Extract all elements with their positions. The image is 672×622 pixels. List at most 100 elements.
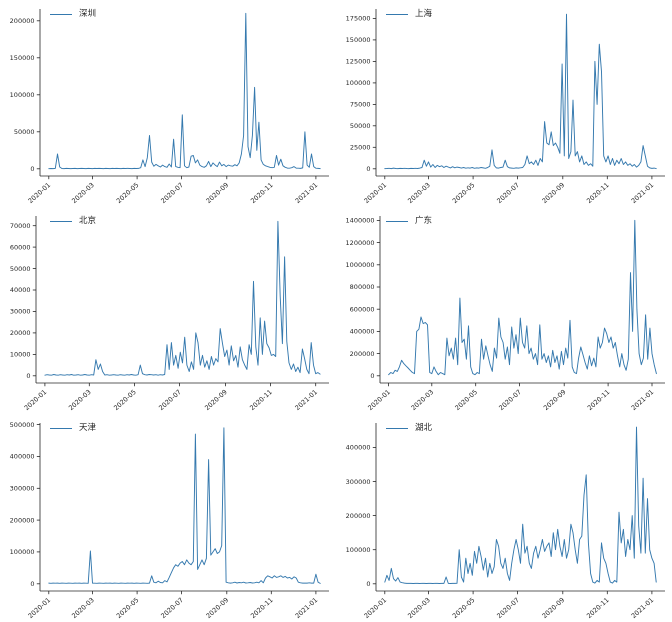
x-tick-label: 2020-09 (203, 388, 229, 412)
x-tick-label: 2020-01 (363, 596, 389, 620)
y-tick-label: 200000 (350, 350, 375, 358)
series-line (48, 427, 321, 584)
chart-panel-hubei: 湖北 0 100000 200000 300000 400000 2020-01 2020-… (336, 414, 672, 622)
y-tick-label: 100000 (346, 79, 371, 87)
y-tick-label: 1200000 (346, 239, 375, 247)
y-tick-label: 600000 (350, 305, 375, 313)
y-tick-label: 400000 (350, 328, 375, 336)
chart-panel-shenzhen: 深圳 0 50000 100000 150000 200000 2020-01 2020-0… (0, 0, 336, 207)
y-tick-label: 500000 (10, 421, 35, 429)
x-tick-label: 2020-03 (67, 388, 93, 412)
x-tick-label: 2020-07 (159, 596, 185, 620)
y-tick-label: 400000 (10, 453, 35, 461)
x-tick-label: 2020-05 (451, 181, 477, 205)
y-tick-label: 20000 (10, 329, 31, 337)
y-tick-label: 300000 (346, 478, 371, 486)
y-tick-label: 50000 (350, 122, 371, 130)
y-tick-label: 300000 (10, 485, 35, 493)
x-tick-label: 2020-01 (27, 181, 53, 205)
y-tick-label: 70000 (10, 222, 31, 230)
y-tick-label: 1000000 (346, 261, 375, 269)
line-plot-shanghai: 0 25000 50000 75000 100000 125000 150000 175000… (346, 9, 665, 205)
y-tick-label: 200000 (10, 516, 35, 524)
x-tick-label: 2020-11 (249, 596, 275, 620)
x-tick-label: 2020-01 (363, 181, 389, 205)
x-tick-label: 2021-01 (630, 388, 656, 412)
series-line (388, 219, 657, 376)
x-tick-label: 2020-07 (497, 388, 523, 412)
x-tick-label: 2020-09 (542, 388, 568, 412)
y-tick-label: 125000 (346, 58, 371, 66)
y-tick-label: 150000 (346, 36, 371, 44)
y-tick-label: 30000 (10, 308, 31, 316)
chart-panel-shanghai: 上海 0 25000 50000 75000 100000 125000 150000 175… (336, 0, 672, 207)
y-tick-label: 0 (370, 372, 374, 380)
x-tick-label: 2020-07 (495, 596, 521, 620)
y-tick-label: 10000 (10, 351, 31, 359)
x-tick-label: 2020-03 (70, 181, 96, 205)
x-tick-label: 2020-05 (115, 181, 141, 205)
x-tick-label: 2020-03 (406, 181, 432, 205)
x-tick-label: 2020-09 (205, 596, 231, 620)
line-plot-guangdong: 0 200000 400000 600000 800000 1000000 1200000 1… (346, 216, 665, 412)
y-tick-label: 175000 (346, 15, 371, 23)
x-tick-label: 2020-11 (585, 181, 611, 205)
x-tick-label: 2020-01 (27, 596, 53, 620)
y-tick-label: 200000 (10, 17, 35, 25)
x-tick-label: 2020-09 (205, 181, 231, 205)
x-tick-label: 2020-03 (406, 596, 432, 620)
chart-panel-guangdong: 广东 0 200000 400000 600000 800000 1000000 12000… (336, 207, 672, 414)
x-tick-label: 2020-07 (495, 181, 521, 205)
x-tick-label: 2020-07 (157, 388, 183, 412)
x-tick-label: 2020-11 (249, 181, 275, 205)
y-tick-label: 200000 (346, 512, 371, 520)
series-line (384, 426, 657, 584)
x-tick-label: 2020-09 (541, 596, 567, 620)
x-tick-label: 2020-07 (159, 181, 185, 205)
x-tick-label: 2020-05 (112, 388, 138, 412)
line-plot-beijing: 0 10000 20000 30000 40000 50000 60000 70000 2020… (10, 216, 329, 412)
y-tick-label: 0 (30, 165, 34, 173)
y-tick-label: 40000 (10, 286, 31, 294)
x-tick-label: 2020-11 (585, 596, 611, 620)
line-plot-tianjin: 0 100000 200000 300000 400000 500000 2020-01 20… (10, 421, 329, 620)
chart-panel-tianjin: 天津 0 100000 200000 300000 400000 500000 2020-0… (0, 414, 336, 622)
x-tick-label: 2020-05 (451, 596, 477, 620)
y-tick-label: 0 (30, 580, 34, 588)
line-plot-hubei: 0 100000 200000 300000 400000 2020-01 2020-03 2… (346, 423, 665, 620)
y-tick-label: 1400000 (346, 217, 375, 225)
x-tick-label: 2021-01 (630, 181, 656, 205)
y-tick-label: 100000 (346, 546, 371, 554)
y-tick-label: 25000 (350, 144, 371, 152)
y-tick-label: 50000 (10, 265, 31, 273)
x-tick-label: 2020-01 (366, 388, 392, 412)
series-line (44, 220, 321, 376)
y-tick-label: 50000 (14, 128, 35, 136)
series-line (384, 13, 657, 170)
y-tick-label: 0 (366, 580, 370, 588)
x-tick-label: 2020-03 (410, 388, 436, 412)
x-tick-label: 2021-01 (294, 596, 320, 620)
x-tick-label: 2020-11 (586, 388, 612, 412)
x-tick-label: 2020-05 (453, 388, 479, 412)
y-tick-label: 100000 (10, 91, 35, 99)
series-line (48, 12, 321, 170)
y-tick-label: 400000 (346, 444, 371, 452)
line-plot-shenzhen: 0 50000 100000 150000 200000 2020-01 2020-03 20… (10, 9, 329, 205)
y-tick-label: 0 (366, 165, 370, 173)
chart-panel-beijing: 北京 0 10000 20000 30000 40000 50000 60000 70000 2… (0, 207, 336, 414)
x-tick-label: 2020-05 (115, 596, 141, 620)
x-tick-label: 2020-03 (70, 596, 96, 620)
y-tick-label: 100000 (10, 548, 35, 556)
x-tick-label: 2020-01 (23, 388, 49, 412)
y-tick-label: 0 (26, 372, 30, 380)
y-tick-label: 75000 (350, 101, 371, 109)
y-tick-label: 60000 (10, 243, 31, 251)
x-tick-label: 2020-11 (248, 388, 274, 412)
x-tick-label: 2021-01 (294, 181, 320, 205)
y-tick-label: 800000 (350, 283, 375, 291)
x-tick-label: 2021-01 (293, 388, 319, 412)
x-tick-label: 2020-09 (541, 181, 567, 205)
y-tick-label: 150000 (10, 54, 35, 62)
